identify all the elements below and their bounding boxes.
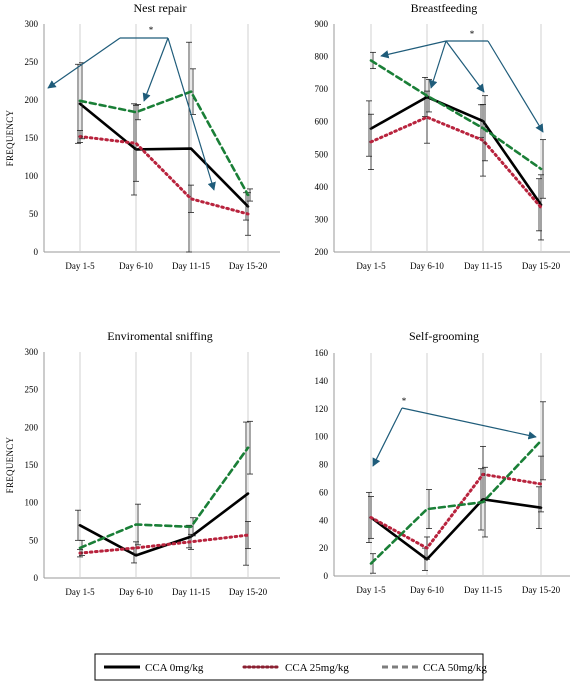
series-line (369, 95, 543, 207)
series-line (78, 533, 250, 555)
chart-title: Breastfeeding (411, 1, 478, 15)
series-1 (368, 445, 544, 560)
significance-arrow (380, 40, 447, 59)
significance-star-1: * (470, 29, 475, 39)
series-2 (369, 51, 546, 199)
chart-panel-3: Self-grooming Day 1-5 Day 6-10 Day 11-15 Day… (315, 329, 570, 595)
y-tick-label: 700 (315, 84, 329, 94)
y-tick-label: 0 (324, 571, 329, 581)
series-line (369, 498, 543, 561)
significance-arrow (429, 40, 447, 89)
y-tick-label: 140 (315, 376, 329, 386)
significance-arrow (487, 40, 544, 133)
significance-arrow (445, 40, 485, 93)
y-tick-label: 60 (319, 487, 329, 497)
y-tick-label: 50 (29, 209, 39, 219)
x-tick-label: Day 11-15 (172, 261, 210, 271)
x-tick-label: Day 6-10 (410, 585, 444, 595)
series-line (369, 115, 543, 209)
y-tick-label: 200 (25, 95, 39, 105)
series-line (369, 59, 543, 171)
y-tick-label: 100 (315, 432, 329, 442)
x-tick-label: Day 11-15 (172, 587, 210, 597)
chart-panel-0: Nest repair FREQUENCY Day 1-5 Day 6-10 Day 1… (5, 1, 280, 271)
legend-label-1: CCA 25mg/kg (285, 662, 349, 674)
chart-title: Nest repair (134, 1, 187, 15)
legend: CCA 0mg/kg CCA 25mg/kg CCA 50mg/kg (94, 653, 487, 681)
y-tick-label: 80 (319, 460, 329, 470)
x-tick-label: Day 6-10 (119, 587, 153, 597)
series-0 (75, 41, 250, 253)
series-1 (368, 90, 544, 241)
series-line (369, 472, 543, 550)
significance-arrow (372, 407, 403, 467)
y-tick-label: 300 (25, 347, 39, 357)
series-line (78, 102, 250, 208)
x-tick-label: Day 11-15 (464, 585, 502, 595)
legend-label-0: CCA 0mg/kg (145, 662, 204, 674)
y-tick-label: 150 (25, 133, 39, 143)
significance-star-3: * (402, 396, 407, 406)
significance-arrow (401, 407, 537, 440)
significance-star-0: * (149, 25, 154, 35)
y-tick-label: 150 (25, 460, 39, 470)
series-1 (77, 104, 251, 236)
y-tick-label: 50 (29, 535, 39, 545)
y-tick-label: 600 (315, 117, 329, 127)
series-line (369, 439, 543, 565)
x-tick-label: Day 1-5 (356, 261, 386, 271)
y-tick-label: 100 (25, 498, 39, 508)
series-0 (366, 77, 543, 232)
significance-arrow (47, 37, 121, 89)
series-line (78, 446, 250, 550)
y-tick-label: 200 (25, 422, 39, 432)
y-tick-label: 120 (315, 404, 329, 414)
x-tick-label: Day 1-5 (65, 261, 95, 271)
chart-title: Self-grooming (409, 329, 479, 343)
series-line (78, 90, 250, 197)
x-tick-label: Day 1-5 (65, 587, 95, 597)
y-tick-label: 250 (25, 57, 39, 67)
y-tick-label: 400 (315, 182, 329, 192)
x-tick-label: Day 6-10 (410, 261, 444, 271)
chart-panel-1: Breastfeeding Day 1-5 Day 6-10 Day 11-15 Day… (315, 1, 570, 271)
y-tick-label: 300 (25, 19, 39, 29)
series-1 (77, 521, 251, 558)
legend-frame (94, 653, 484, 681)
y-tick-label: 800 (315, 52, 329, 62)
y-axis-label: FREQUENCY (5, 436, 15, 493)
y-axis-label: FREQUENCY (5, 109, 15, 166)
y-tick-label: 100 (25, 171, 39, 181)
y-tick-label: 300 (315, 214, 329, 224)
significance-arrow (167, 37, 216, 191)
x-tick-label: Day 15-20 (229, 587, 268, 597)
y-tick-label: 500 (315, 149, 329, 159)
y-tick-label: 40 (319, 515, 329, 525)
series-0 (366, 468, 543, 571)
legend-label-2: CCA 50mg/kg (423, 662, 487, 674)
series-line (78, 135, 250, 216)
x-tick-label: Day 1-5 (356, 585, 386, 595)
significance-arrow (142, 37, 169, 102)
series-2 (78, 420, 253, 556)
x-tick-label: Day 15-20 (522, 261, 561, 271)
y-tick-label: 900 (315, 19, 329, 29)
x-tick-label: Day 6-10 (119, 261, 153, 271)
chart-panel-2: Enviromental sniffing FREQUENCY Day 1-5 Day… (5, 329, 280, 597)
x-tick-label: Day 15-20 (522, 585, 561, 595)
y-tick-label: 250 (25, 385, 39, 395)
y-tick-label: 160 (315, 348, 329, 358)
y-tick-label: 20 (319, 543, 329, 553)
x-tick-label: Day 15-20 (229, 261, 268, 271)
series-2 (369, 401, 546, 574)
x-tick-label: Day 11-15 (464, 261, 502, 271)
chart-title: Enviromental sniffing (107, 329, 212, 343)
y-tick-label: 0 (34, 573, 39, 583)
y-tick-label: 200 (315, 247, 329, 257)
series-2 (78, 62, 253, 202)
y-tick-label: 0 (34, 247, 39, 257)
